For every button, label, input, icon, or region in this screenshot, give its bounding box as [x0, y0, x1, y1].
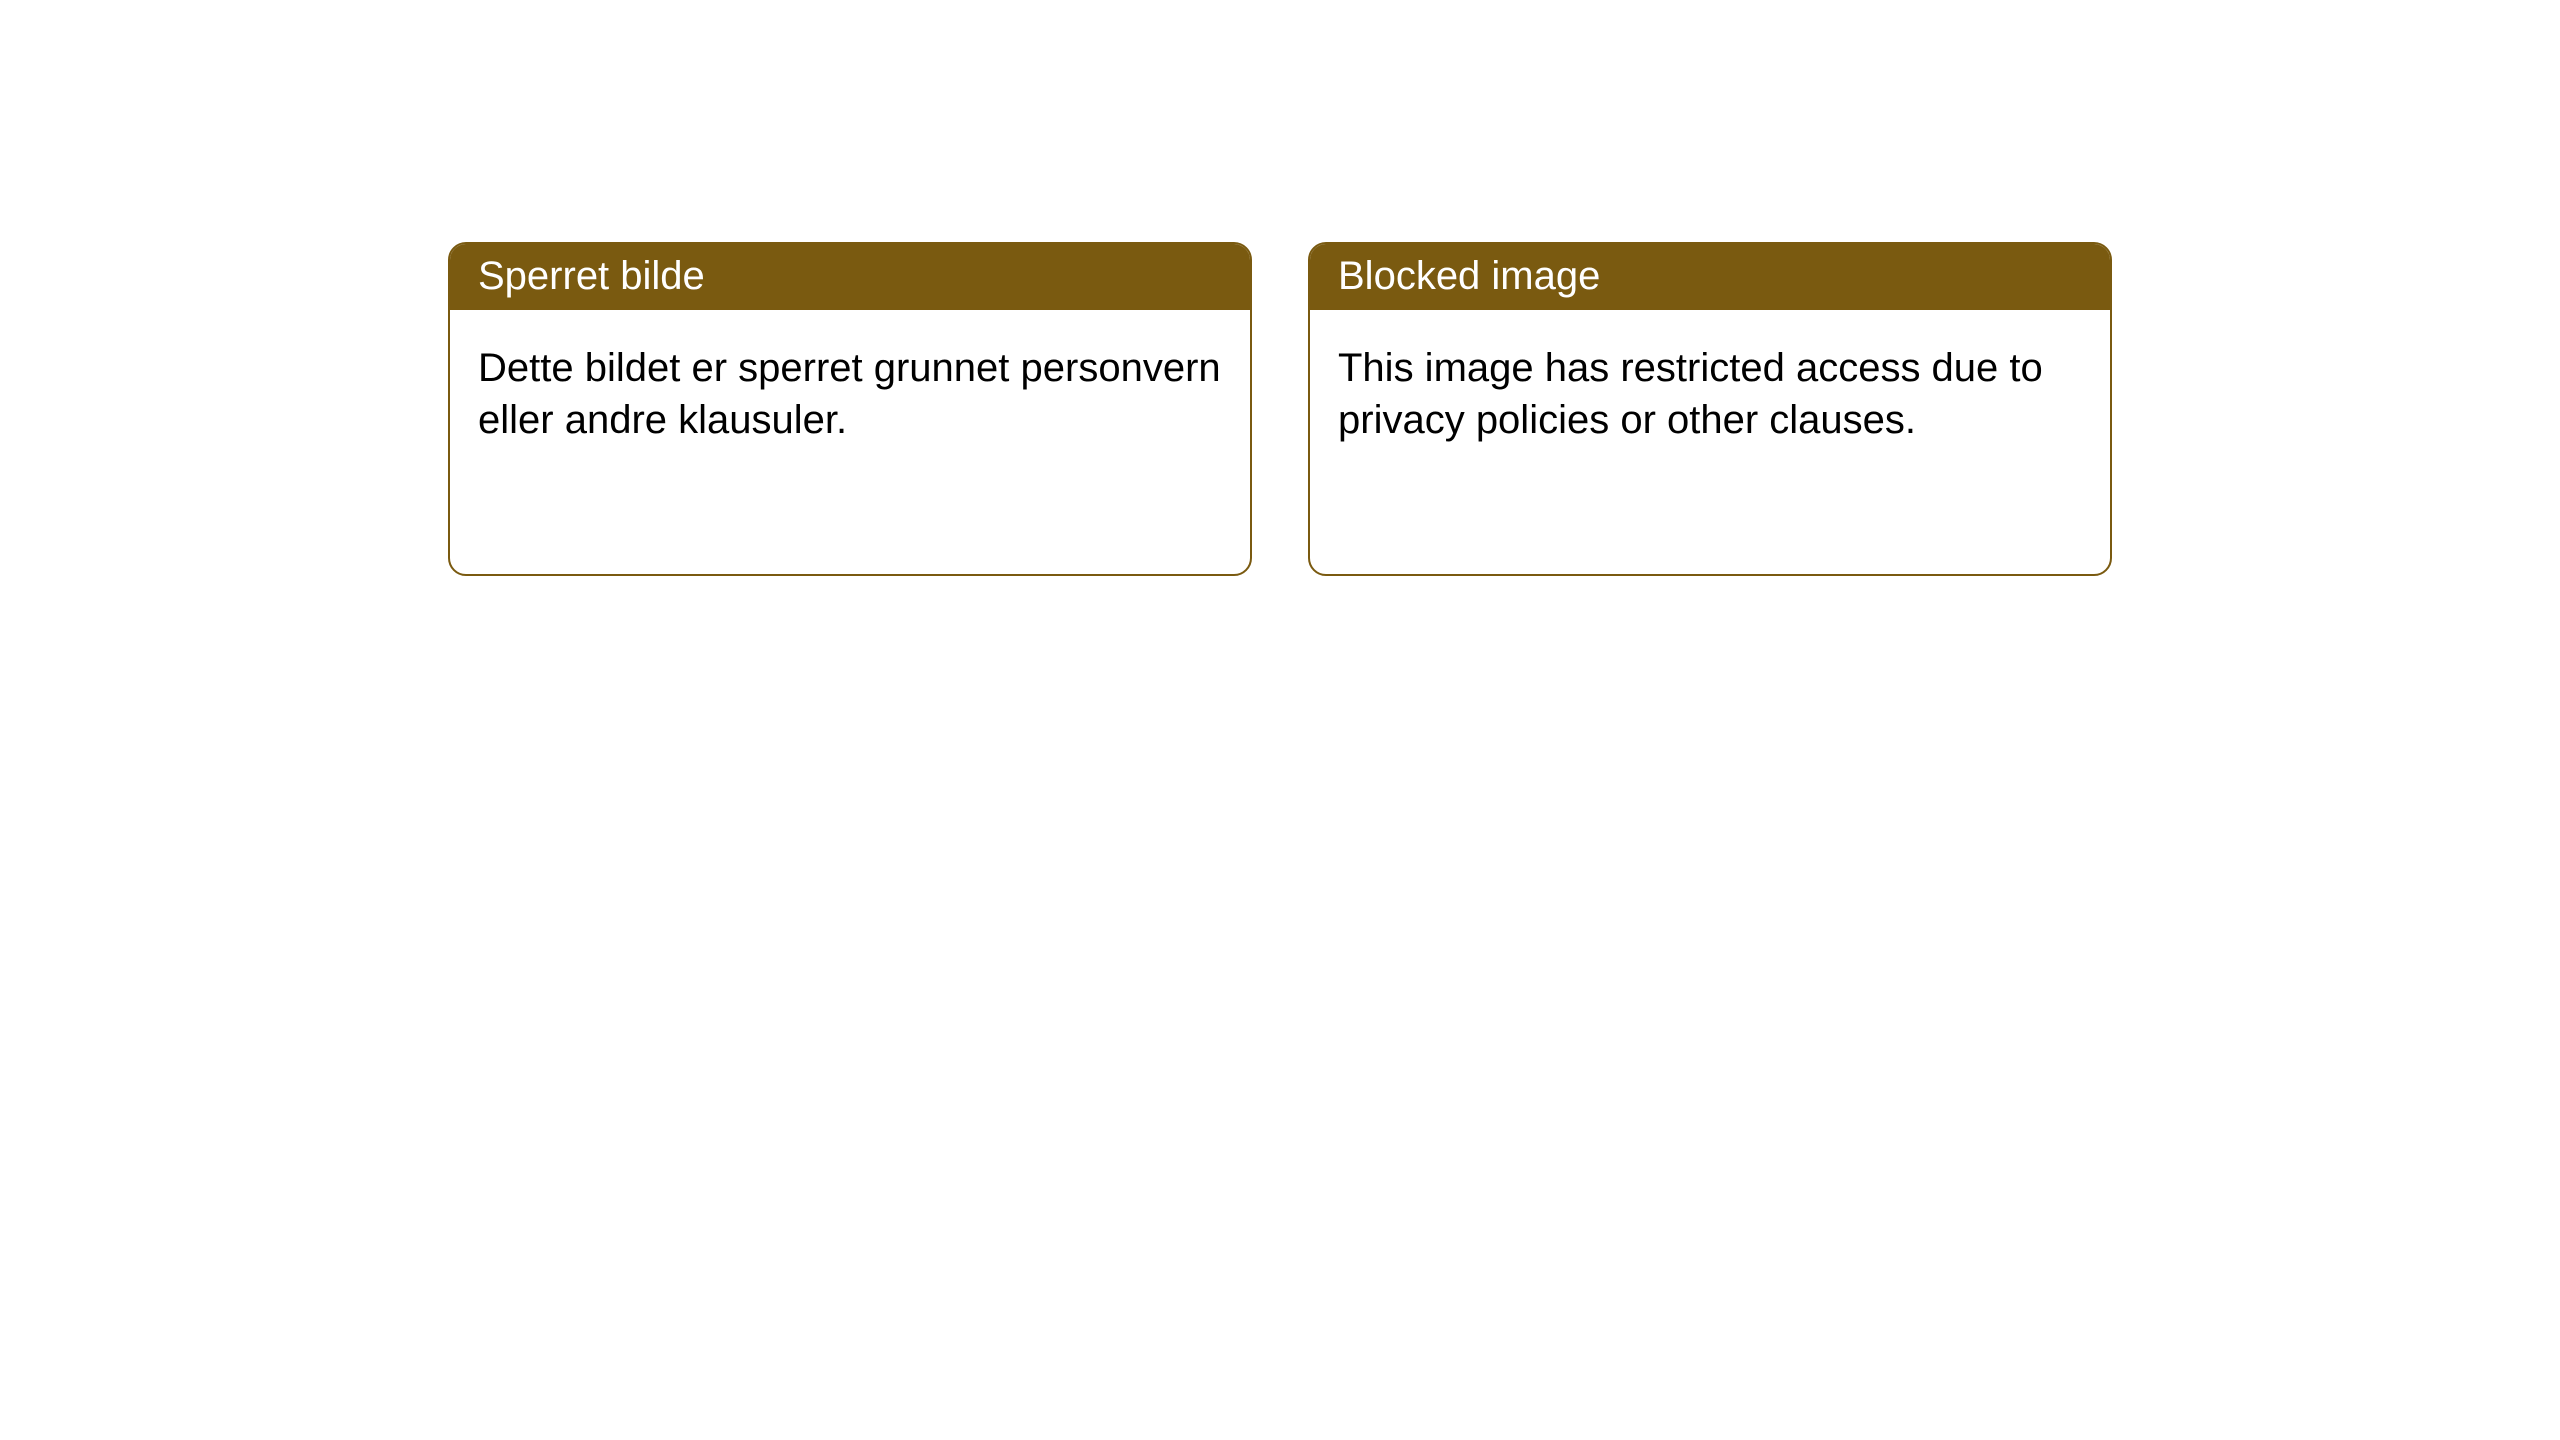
notice-card-english: Blocked image This image has restricted … [1308, 242, 2112, 576]
card-body: This image has restricted access due to … [1310, 310, 2110, 478]
card-title: Sperret bilde [450, 244, 1250, 310]
notice-card-norwegian: Sperret bilde Dette bildet er sperret gr… [448, 242, 1252, 576]
card-title: Blocked image [1310, 244, 2110, 310]
card-body: Dette bildet er sperret grunnet personve… [450, 310, 1250, 478]
notice-cards-container: Sperret bilde Dette bildet er sperret gr… [0, 0, 2560, 576]
